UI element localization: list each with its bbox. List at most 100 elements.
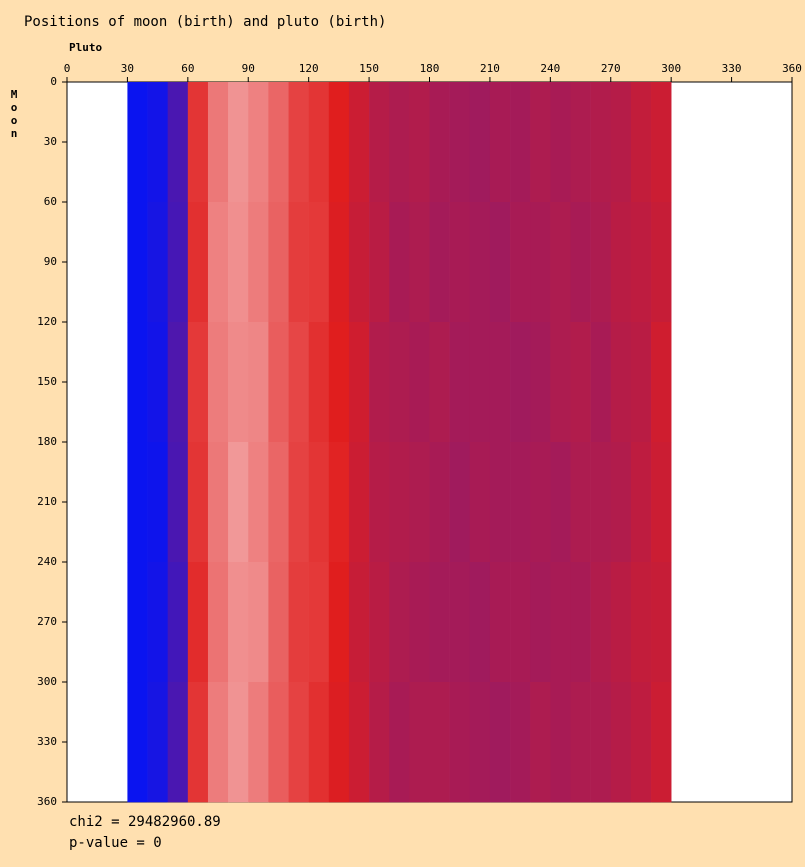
- heat-cell: [510, 562, 531, 683]
- heat-cell: [288, 202, 309, 323]
- heat-cell: [389, 682, 410, 803]
- x-tick-label: 180: [420, 62, 440, 75]
- y-tick-label: 0: [50, 75, 57, 88]
- x-tick-label: 360: [782, 62, 802, 75]
- x-tick-label: 90: [242, 62, 255, 75]
- heat-cell: [248, 682, 269, 803]
- annotation: chi2 = 29482960.89: [69, 814, 221, 830]
- heat-cell: [308, 322, 330, 443]
- y-tick-label: 300: [37, 675, 57, 688]
- heat-cell: [610, 682, 632, 803]
- heat-cell: [610, 322, 632, 443]
- heat-cell: [207, 562, 229, 683]
- heat-cell: [630, 202, 652, 323]
- heat-cell: [409, 442, 430, 563]
- heat-cell: [268, 202, 289, 323]
- heat-cell: [308, 562, 330, 683]
- heat-cell: [489, 682, 511, 803]
- heat-cell: [167, 442, 189, 563]
- heat-cell: [207, 682, 229, 803]
- heat-cell: [570, 202, 591, 323]
- heat-cell: [348, 682, 370, 803]
- heat-cell: [207, 322, 229, 443]
- heat-cell: [248, 82, 269, 203]
- heat-cell: [530, 322, 551, 443]
- heat-cell: [248, 322, 269, 443]
- heat-cell: [469, 322, 491, 443]
- heat-cell: [409, 202, 430, 323]
- heat-cell: [389, 322, 410, 443]
- heat-cell: [207, 202, 229, 323]
- heat-cell: [268, 682, 289, 803]
- heat-cell: [147, 322, 168, 443]
- heat-cell: [228, 322, 249, 443]
- heat-cell: [369, 562, 390, 683]
- y-tick-label: 150: [37, 375, 57, 388]
- heat-cell: [348, 202, 370, 323]
- heat-cell: [530, 562, 551, 683]
- y-tick-label: 120: [37, 315, 57, 328]
- heat-cell: [127, 442, 148, 563]
- heat-cell: [248, 562, 269, 683]
- heat-cell: [510, 442, 531, 563]
- heat-cell: [590, 322, 612, 443]
- heat-cell: [550, 82, 571, 203]
- heat-cell: [328, 322, 350, 443]
- heat-cell: [228, 442, 249, 563]
- heat-cell: [228, 202, 249, 323]
- heat-cell: [147, 202, 168, 323]
- heat-cell: [489, 562, 511, 683]
- heat-cell: [590, 442, 612, 563]
- x-tick-label: 300: [661, 62, 681, 75]
- heat-cell: [268, 82, 289, 203]
- heat-cell: [369, 322, 390, 443]
- heat-cell: [550, 682, 571, 803]
- heat-cell: [469, 682, 491, 803]
- heat-cell: [429, 442, 450, 563]
- heat-cell: [228, 562, 249, 683]
- heat-cell: [167, 682, 189, 803]
- heat-cell: [570, 682, 591, 803]
- heat-cell: [147, 442, 168, 563]
- heat-cell: [409, 82, 430, 203]
- heat-cell: [369, 682, 390, 803]
- heat-cell: [228, 82, 249, 203]
- heat-cell: [489, 82, 511, 203]
- heat-cell: [570, 562, 591, 683]
- heat-cell: [651, 682, 672, 803]
- heat-cell: [429, 682, 450, 803]
- heat-cell: [268, 442, 289, 563]
- heat-cell: [268, 562, 289, 683]
- y-tick-label: 360: [37, 795, 57, 808]
- heat-cell: [550, 322, 571, 443]
- heat-cell: [248, 442, 269, 563]
- heat-cell: [328, 682, 350, 803]
- heat-cell: [469, 562, 491, 683]
- x-tick-label: 0: [64, 62, 71, 75]
- heat-cell: [530, 682, 551, 803]
- heat-cell: [127, 682, 148, 803]
- heat-cell: [308, 202, 330, 323]
- heat-cell: [510, 82, 531, 203]
- heat-cell: [268, 322, 289, 443]
- heat-cell: [550, 442, 571, 563]
- heat-cell: [187, 562, 209, 683]
- heat-cell: [489, 442, 511, 563]
- heat-cell: [389, 562, 410, 683]
- heat-cell: [288, 682, 309, 803]
- heat-cell: [167, 562, 189, 683]
- heat-cell: [389, 202, 410, 323]
- heat-cell: [469, 202, 491, 323]
- heat-cell: [449, 322, 471, 443]
- heat-cell: [147, 82, 168, 203]
- annotation: p-value = 0: [69, 835, 162, 851]
- heat-cell: [469, 442, 491, 563]
- heat-cell: [308, 82, 330, 203]
- x-tick-label: 30: [121, 62, 134, 75]
- heat-cell: [369, 202, 390, 323]
- heat-cell: [348, 442, 370, 563]
- heat-cell: [429, 82, 450, 203]
- heat-cell: [610, 562, 632, 683]
- heat-cell: [308, 682, 330, 803]
